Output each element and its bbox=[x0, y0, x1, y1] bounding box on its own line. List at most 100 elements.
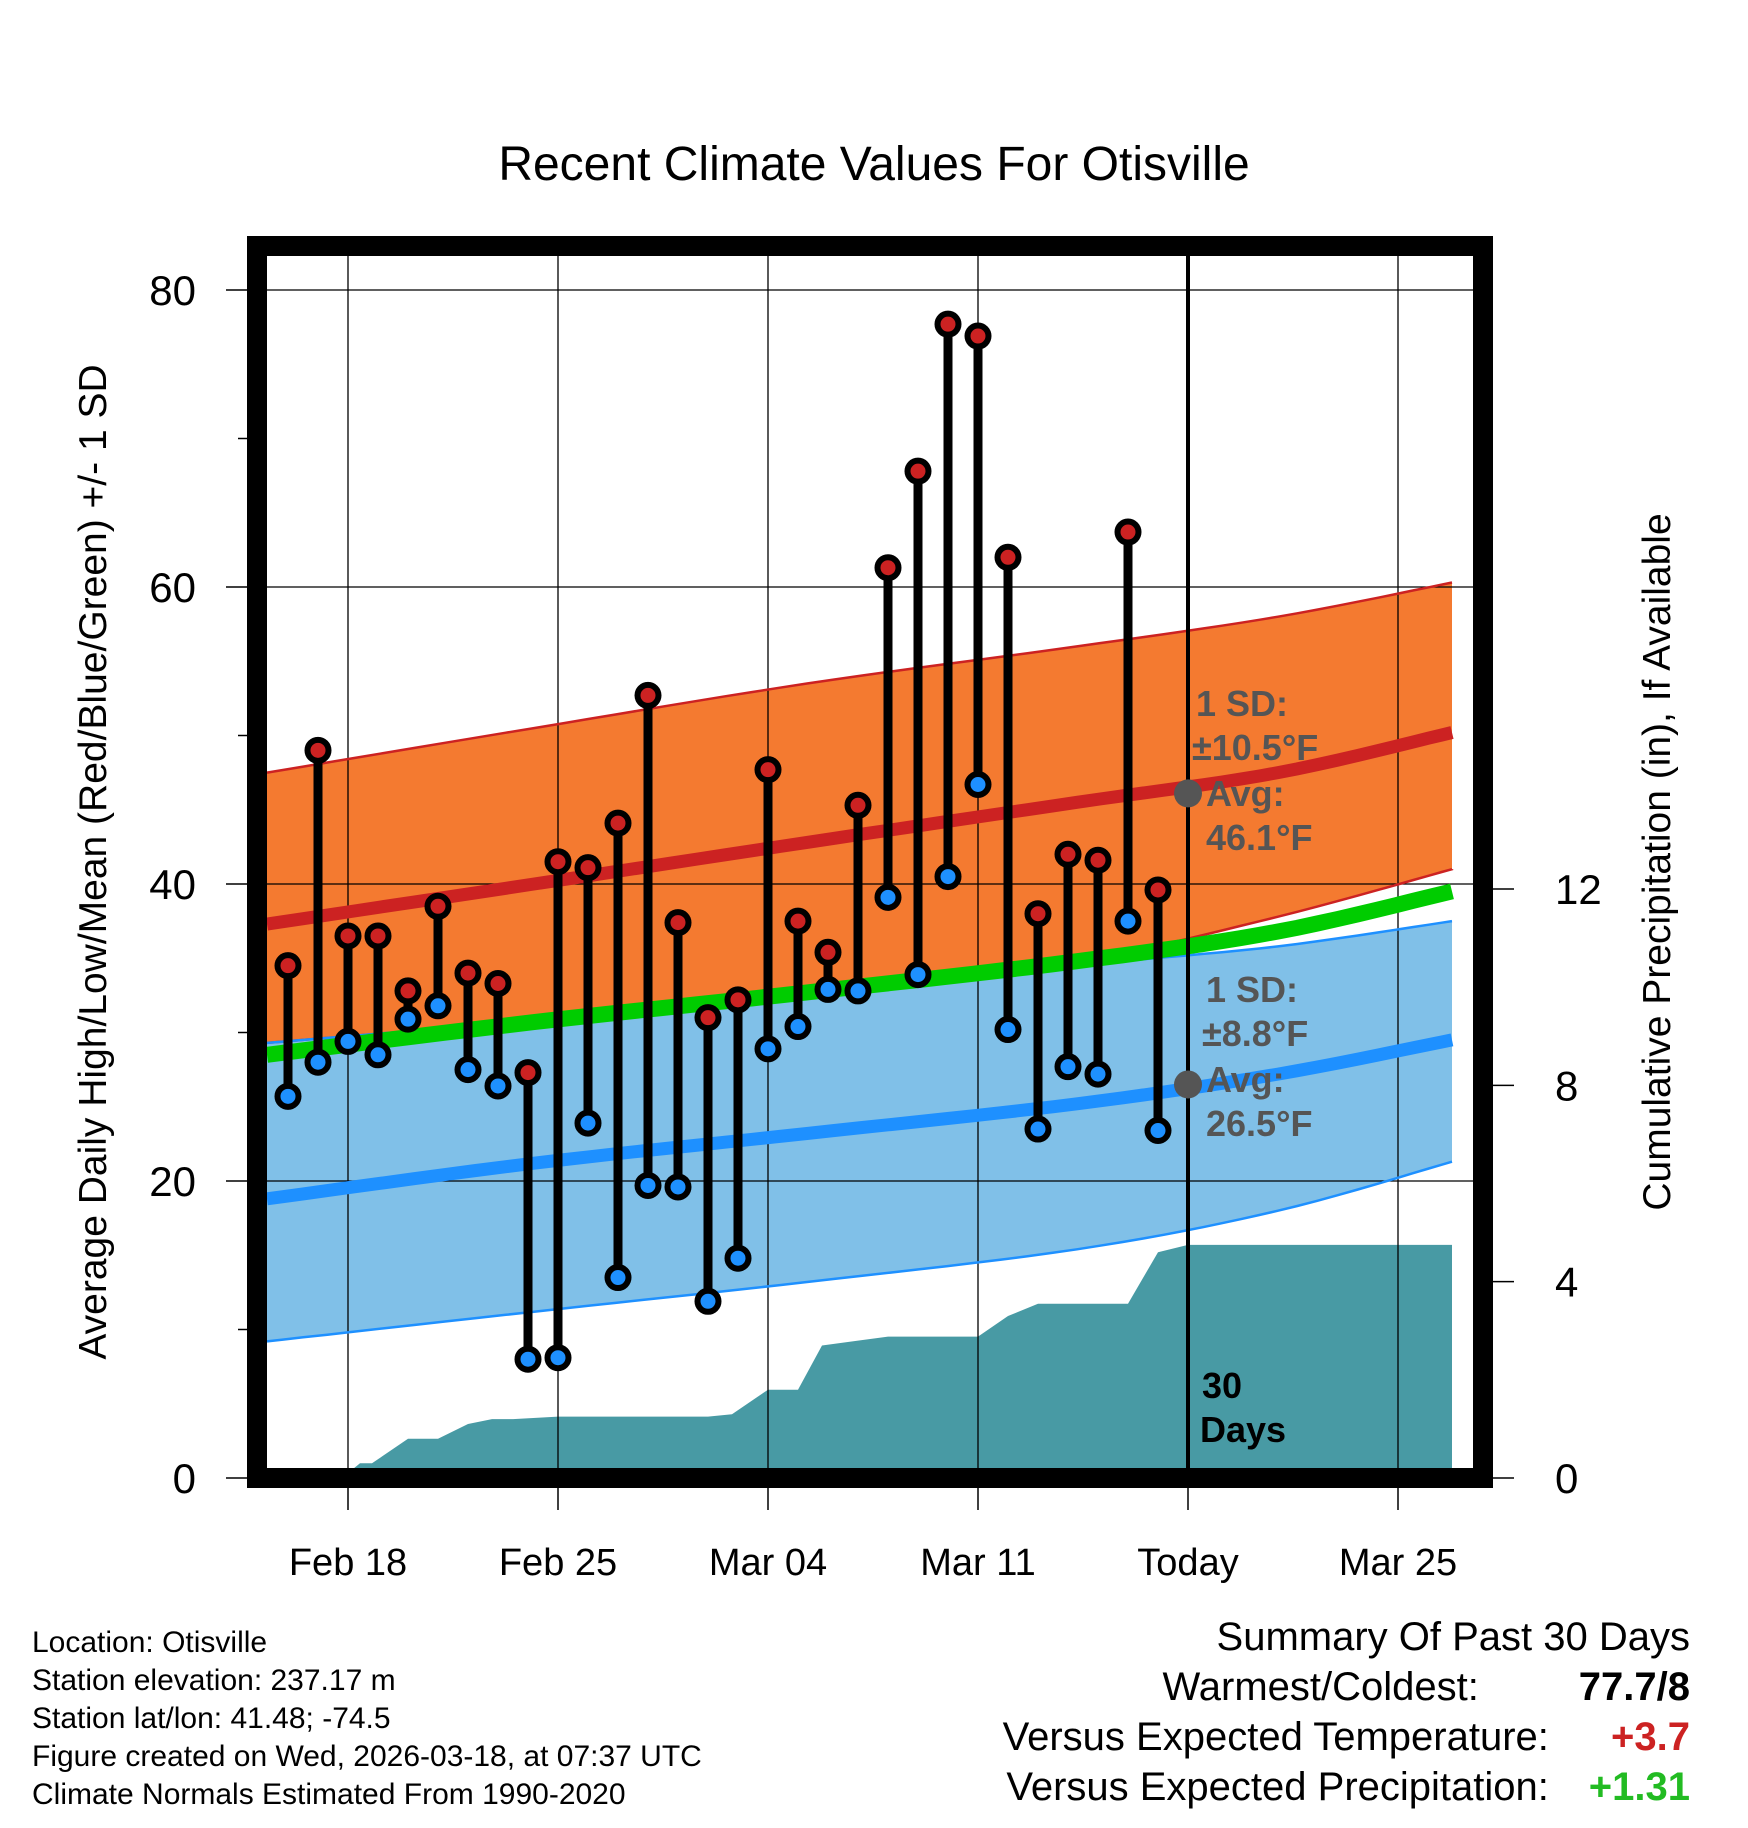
high-avg-label: Avg: bbox=[1206, 773, 1285, 814]
y2-tick-label: 0 bbox=[1555, 1455, 1578, 1502]
high-avg-value: 46.1°F bbox=[1206, 817, 1312, 858]
warm-cold-label: Warmest/Coldest: bbox=[1162, 1665, 1479, 1709]
daily-obs bbox=[664, 909, 692, 1201]
low-sd-label: 1 SD: bbox=[1206, 969, 1298, 1010]
summary-warm-cold-row: Warmest/Coldest: 77.7/8 bbox=[1003, 1662, 1691, 1712]
normals-text: Climate Normals Estimated From 1990-2020 bbox=[32, 1778, 626, 1811]
daily-low-point bbox=[514, 1345, 542, 1373]
daily-obs bbox=[484, 969, 512, 1100]
daily-obs bbox=[574, 854, 602, 1137]
warm-cold-value: 77.7/8 bbox=[1578, 1665, 1690, 1709]
daily-high-point bbox=[1084, 846, 1112, 874]
daily-obs bbox=[1114, 518, 1142, 935]
high-sd-value: ±10.5°F bbox=[1192, 727, 1318, 768]
daily-high-point bbox=[424, 892, 452, 920]
daily-low-point bbox=[424, 992, 452, 1020]
daily-high-point bbox=[634, 681, 662, 709]
daily-low-point bbox=[604, 1264, 632, 1292]
daily-obs bbox=[694, 1004, 722, 1315]
y2-tick-label: 4 bbox=[1555, 1259, 1578, 1306]
daily-obs bbox=[1084, 846, 1112, 1088]
daily-high-point bbox=[604, 809, 632, 837]
low-normal-line bbox=[266, 1033, 1454, 1206]
y-tick-label: 20 bbox=[149, 1158, 196, 1205]
daily-low-point bbox=[874, 883, 902, 911]
low-sd-value: ±8.8°F bbox=[1202, 1013, 1308, 1054]
daily-high-point bbox=[544, 848, 572, 876]
low-avg-marker bbox=[1174, 1070, 1202, 1099]
low-lower-line bbox=[266, 1160, 1453, 1343]
daily-low-point bbox=[814, 975, 842, 1003]
days-label-number: 30 bbox=[1202, 1365, 1242, 1406]
daily-obs bbox=[304, 736, 332, 1076]
temp-value: +3.7 bbox=[1611, 1715, 1690, 1759]
daily-high-point bbox=[484, 969, 512, 997]
daily-low-point bbox=[844, 977, 872, 1005]
low-avg-label: Avg: bbox=[1206, 1059, 1285, 1100]
daily-low-point bbox=[454, 1056, 482, 1084]
daily-obs bbox=[394, 977, 422, 1033]
daily-low-point bbox=[784, 1013, 812, 1041]
daily-low-point bbox=[394, 1005, 422, 1033]
precip-area bbox=[342, 1244, 1452, 1478]
daily-high-point bbox=[334, 922, 362, 950]
daily-high-point bbox=[454, 959, 482, 987]
daily-obs bbox=[514, 1059, 542, 1373]
y-tick-label: 60 bbox=[149, 564, 196, 611]
daily-obs bbox=[274, 952, 302, 1110]
daily-low-point bbox=[304, 1048, 332, 1076]
daily-low-point bbox=[754, 1035, 782, 1063]
daily-low-point bbox=[1144, 1117, 1172, 1145]
location-text: Location: Otisville bbox=[32, 1626, 268, 1659]
daily-obs bbox=[784, 907, 812, 1041]
daily-low-point bbox=[664, 1173, 692, 1201]
daily-high-point bbox=[784, 907, 812, 935]
elevation-text: Station elevation: 237.17 m bbox=[32, 1664, 396, 1697]
daily-obs bbox=[904, 457, 932, 989]
daily-low-point bbox=[994, 1016, 1022, 1044]
summary-temp-row: Versus Expected Temperature: +3.7 bbox=[1003, 1712, 1690, 1762]
daily-high-point bbox=[994, 543, 1022, 571]
daily-obs bbox=[604, 809, 632, 1292]
daily-obs bbox=[364, 922, 392, 1069]
daily-low-point bbox=[934, 863, 962, 891]
daily-high-point bbox=[574, 854, 602, 882]
mean-normal-line bbox=[266, 883, 1454, 1063]
high-sd-label: 1 SD: bbox=[1196, 683, 1288, 724]
daily-low-point bbox=[334, 1027, 362, 1055]
y2-tick-label: 12 bbox=[1555, 866, 1602, 913]
summary-panel: Summary Of Past 30 Days Warmest/Coldest:… bbox=[1003, 1612, 1690, 1812]
daily-high-point bbox=[904, 457, 932, 485]
daily-obs bbox=[724, 986, 752, 1272]
created-text: Figure created on Wed, 2026-03-18, at 07… bbox=[32, 1740, 702, 1773]
daily-obs bbox=[814, 938, 842, 1003]
x-tick-label: Mar 25 bbox=[1339, 1542, 1457, 1584]
daily-low-point bbox=[484, 1072, 512, 1100]
precip-label: Versus Expected Precipitation: bbox=[1006, 1765, 1549, 1809]
daily-low-point bbox=[1084, 1060, 1112, 1088]
daily-low-point bbox=[724, 1244, 752, 1272]
x-tick-label: Mar 11 bbox=[920, 1542, 1035, 1584]
daily-obs bbox=[454, 959, 482, 1084]
daily-high-point bbox=[364, 922, 392, 950]
daily-high-point bbox=[664, 909, 692, 937]
chart-title: Recent Climate Values For Otisville bbox=[498, 138, 1249, 191]
temp-label: Versus Expected Temperature: bbox=[1002, 1715, 1549, 1759]
daily-high-point bbox=[304, 736, 332, 764]
daily-high-point bbox=[1054, 840, 1082, 868]
latlon-text: Station lat/lon: 41.48; -74.5 bbox=[32, 1702, 391, 1735]
daily-obs bbox=[1144, 876, 1172, 1145]
precip-value: +1.31 bbox=[1588, 1765, 1690, 1809]
daily-high-point bbox=[844, 791, 872, 819]
daily-high-point bbox=[814, 938, 842, 966]
daily-obs bbox=[754, 756, 782, 1063]
daily-obs bbox=[964, 322, 992, 799]
daily-low-point bbox=[274, 1082, 302, 1110]
daily-high-point bbox=[1024, 900, 1052, 928]
daily-high-point bbox=[694, 1004, 722, 1032]
summary-precip-row: Versus Expected Precipitation: +1.31 bbox=[1003, 1762, 1690, 1812]
daily-high-point bbox=[1144, 876, 1172, 904]
daily-obs bbox=[424, 892, 452, 1020]
daily-obs bbox=[1024, 900, 1052, 1143]
